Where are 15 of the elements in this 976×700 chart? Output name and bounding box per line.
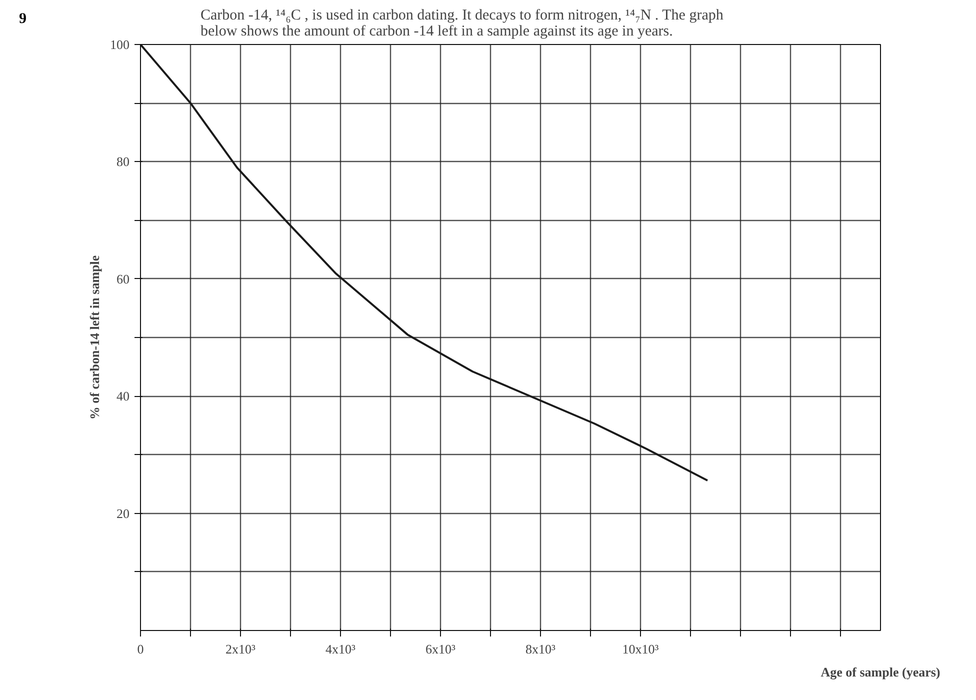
x-tick-label: 2x10³ — [226, 642, 256, 656]
x-tick-label: 0 — [137, 642, 144, 656]
x-axis-title: Age of sample (years) — [820, 664, 940, 680]
y-axis-title: % of carbon-14 left in sample — [87, 255, 102, 420]
y-tick-label: 60 — [116, 271, 130, 286]
x-tick-label: 6x10³ — [426, 642, 456, 656]
y-tick-label: 20 — [116, 506, 130, 521]
x-tick-label: 4x10³ — [326, 642, 356, 656]
y-tick-label: 100 — [110, 37, 130, 52]
x-tick-label: 10x10³ — [622, 642, 659, 656]
chart-title: Carbon -14, ¹⁴₆C , is used in carbon dating. It decays to form nitrogen, ¹⁴₇N . The graph below shows the amount of carbon -14 left in a sample against its age in years. — [200, 8, 724, 40]
text: 9 — [19, 10, 26, 29]
x-tick-label: 8x10³ — [526, 642, 556, 656]
y-tick-label: 40 — [116, 388, 130, 404]
y-tick-label: 80 — [116, 154, 130, 170]
